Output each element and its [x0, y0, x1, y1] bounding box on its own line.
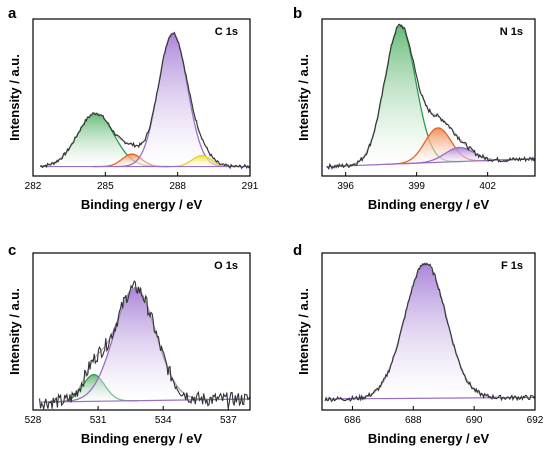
x-axis-label: Binding energy / eV	[368, 431, 490, 446]
x-tick-label: 531	[90, 415, 107, 426]
raw-spectrum-line	[324, 262, 535, 403]
x-tick-label: 288	[169, 181, 186, 192]
x-axis-label: Binding energy / eV	[81, 431, 203, 446]
x-tick-label: 692	[527, 415, 544, 426]
panel-title: F 1s	[501, 260, 523, 272]
peak-fill-3	[114, 33, 231, 167]
x-tick-label: 686	[344, 415, 361, 426]
raw-spectrum-line	[38, 280, 250, 410]
x-tick-label: 534	[155, 415, 172, 426]
x-axis-label: Binding energy / eV	[81, 197, 203, 212]
raw-spectrum-line	[40, 31, 250, 170]
peak-fill-2	[93, 154, 171, 167]
peak-fill-2	[385, 127, 491, 165]
x-tick-label: 399	[408, 181, 425, 192]
x-tick-label: 690	[466, 415, 483, 426]
y-axis-label: Intensity / a.u.	[296, 288, 311, 375]
background-line	[39, 398, 250, 403]
panel-letter: c	[8, 242, 16, 259]
plot-frame	[321, 252, 536, 411]
panel-title: C 1s	[215, 26, 238, 38]
x-tick-label: 537	[220, 415, 237, 426]
plot-frame	[32, 252, 251, 411]
peak-fill-1	[342, 263, 509, 399]
panel-d: 686 688 690 692 d F 1s Binding energy / eV Inte…	[293, 242, 544, 446]
panel-c: 528 531 534 537 c O 1s Binding energy / eV Inte…	[7, 242, 251, 446]
panel-letter: a	[8, 5, 17, 22]
x-tick-label: 285	[97, 181, 114, 192]
background-line	[326, 158, 535, 168]
x-tick-label: 282	[25, 181, 42, 192]
panel-b: 396 399 402 b N 1s Binding energy / eV Intensi…	[293, 5, 536, 212]
peak-fill-4	[163, 155, 241, 167]
panel-letter: b	[293, 5, 302, 22]
x-tick-label: 396	[337, 181, 354, 192]
y-axis-label: Intensity / a.u.	[7, 54, 22, 141]
raw-spectrum-line	[326, 23, 535, 170]
x-tick-label: 402	[479, 181, 496, 192]
peak-fill-2	[52, 287, 218, 402]
peak-fill-1	[338, 25, 462, 167]
x-tick-label: 291	[242, 181, 259, 192]
peak-fill-1	[40, 113, 169, 167]
panel-a: 282 285 288 291 a C 1s Binding energy / eV Inte…	[7, 5, 259, 212]
x-tick-label: 528	[25, 415, 42, 426]
y-axis-label: Intensity / a.u.	[7, 288, 22, 375]
panel-letter: d	[293, 242, 302, 259]
panel-title: O 1s	[214, 260, 238, 272]
y-axis-label: Intensity / a.u.	[296, 54, 311, 141]
plot-frame	[32, 18, 251, 177]
panel-title: N 1s	[500, 26, 523, 38]
x-axis-label: Binding energy / eV	[368, 197, 490, 212]
plot-frame	[321, 18, 536, 177]
x-tick-label: 688	[405, 415, 422, 426]
